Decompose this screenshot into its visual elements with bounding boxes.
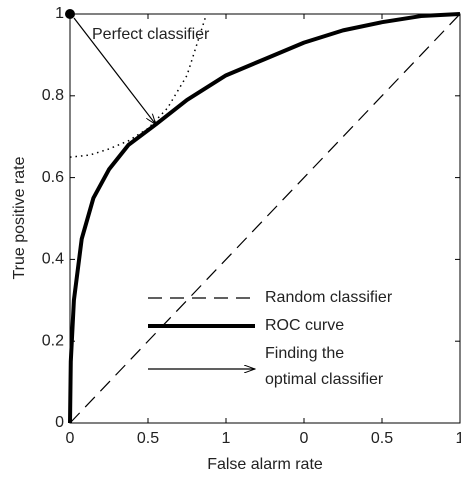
x-tick-label: 0	[300, 430, 309, 447]
legend-label: Finding the	[265, 345, 344, 362]
series-line	[68, 12, 461, 424]
y-tick-label: 0	[55, 414, 64, 431]
x-tick-label: 1	[456, 430, 461, 447]
x-tick-label: 0	[66, 430, 75, 447]
y-axis-label: True positive rate	[11, 156, 28, 279]
y-tick-label: 0.2	[42, 332, 64, 349]
legend-label: optimal classifier	[265, 371, 384, 388]
y-tick-label: 1	[55, 5, 64, 22]
series-line	[69, 13, 208, 158]
perfect-point	[65, 9, 75, 19]
x-axis-label: False alarm rate	[207, 456, 323, 473]
x-tick-label: 0.5	[137, 430, 159, 447]
y-tick-label: 0.4	[42, 251, 64, 268]
legend-label: ROC curve	[265, 317, 344, 334]
y-tick-label: 0.8	[42, 87, 64, 104]
legend-label: Random classifier	[265, 289, 393, 306]
y-tick-label: 0.6	[42, 169, 64, 186]
series-line	[69, 13, 461, 424]
annotation: Perfect classifier	[92, 26, 210, 43]
optimal-arrow	[73, 17, 156, 124]
x-tick-label: 1	[222, 430, 231, 447]
plot-frame	[69, 13, 461, 424]
x-tick-label: 0.5	[371, 430, 393, 447]
